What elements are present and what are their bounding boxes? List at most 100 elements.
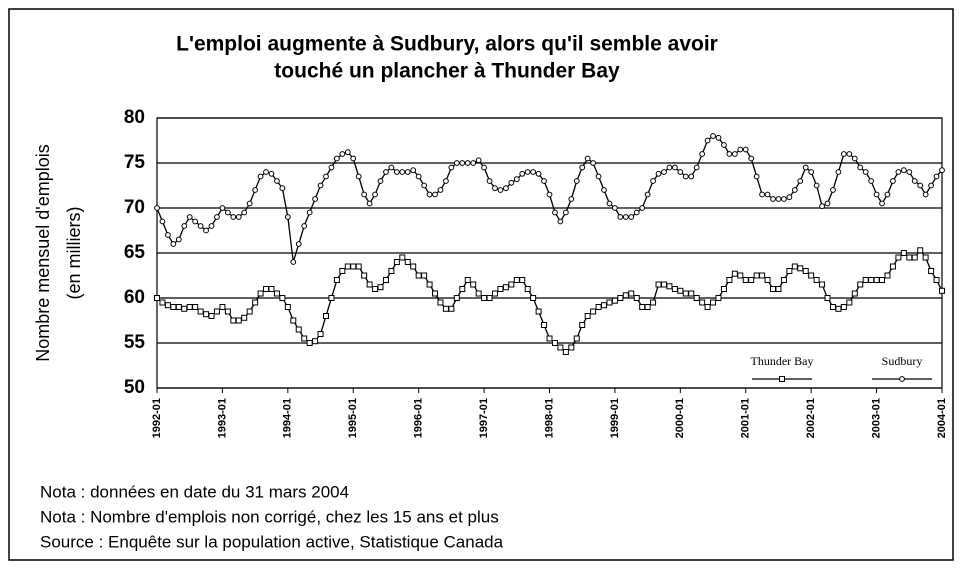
marker — [562, 209, 569, 216]
marker — [677, 169, 684, 175]
marker — [835, 169, 842, 175]
marker — [246, 200, 253, 207]
marker — [770, 196, 776, 202]
marker — [813, 182, 820, 189]
y-tick-label: 80 — [124, 107, 145, 128]
marker — [846, 299, 853, 306]
note: Source : Enquête sur la population activ… — [40, 532, 504, 551]
marker — [857, 164, 864, 171]
marker — [246, 308, 253, 315]
marker — [415, 272, 422, 279]
marker — [824, 200, 831, 207]
marker — [224, 209, 231, 216]
marker — [770, 286, 777, 292]
marker — [306, 340, 313, 346]
marker — [339, 268, 346, 274]
marker — [764, 191, 771, 198]
legend-label: Sudbury — [882, 354, 923, 368]
marker — [213, 308, 220, 315]
marker — [366, 200, 373, 207]
marker — [388, 164, 395, 171]
marker — [535, 308, 542, 315]
marker — [922, 191, 929, 198]
marker — [268, 170, 275, 177]
marker — [361, 191, 368, 198]
marker — [644, 304, 651, 310]
marker — [175, 236, 182, 243]
marker — [274, 178, 280, 184]
marker — [372, 286, 379, 292]
marker — [900, 250, 907, 256]
marker — [922, 254, 929, 261]
marker — [410, 167, 417, 174]
marker — [682, 173, 689, 180]
marker — [453, 295, 460, 301]
marker — [284, 304, 291, 310]
marker — [328, 164, 335, 171]
marker — [693, 295, 700, 301]
marker — [322, 313, 329, 319]
marker — [513, 176, 520, 183]
marker — [835, 305, 842, 312]
marker — [410, 263, 417, 270]
marker — [742, 277, 749, 283]
marker — [829, 304, 836, 310]
marker — [192, 218, 199, 225]
marker — [502, 284, 509, 291]
marker — [350, 155, 357, 162]
marker — [584, 155, 591, 162]
marker — [682, 290, 689, 297]
marker — [775, 196, 782, 202]
marker — [344, 149, 351, 156]
marker — [890, 178, 896, 184]
note: Nota : Nombre d'emplois non corrigé, che… — [40, 507, 499, 526]
marker — [159, 218, 166, 225]
x-tick-label: 1994-01 — [282, 398, 294, 438]
marker — [214, 214, 220, 220]
marker — [650, 178, 656, 184]
marker — [628, 214, 635, 220]
marker — [557, 218, 564, 225]
x-tick-label: 2000-01 — [674, 398, 686, 438]
marker — [344, 263, 351, 270]
x-tick-label: 1993-01 — [216, 398, 228, 438]
x-tick-label: 1996-01 — [413, 398, 425, 438]
marker — [535, 170, 542, 177]
marker — [519, 170, 526, 177]
marker — [710, 133, 716, 139]
marker — [748, 277, 755, 283]
marker — [486, 178, 493, 184]
marker — [753, 272, 760, 279]
marker — [448, 305, 455, 312]
marker — [819, 281, 826, 288]
marker — [437, 187, 444, 193]
y-axis-label: Nombre mensuel d'emplois — [33, 144, 53, 362]
marker — [442, 305, 449, 312]
marker — [617, 214, 624, 220]
marker — [377, 284, 384, 291]
chart-title: touché un plancher à Thunder Bay — [274, 60, 620, 83]
marker — [252, 299, 259, 306]
marker — [791, 263, 798, 270]
marker — [382, 277, 389, 283]
marker — [263, 169, 269, 175]
marker — [415, 173, 422, 180]
marker — [421, 272, 428, 279]
marker — [530, 295, 537, 301]
marker — [393, 169, 400, 175]
marker — [813, 277, 820, 283]
marker — [622, 292, 629, 299]
marker — [530, 169, 537, 175]
marker — [824, 295, 831, 301]
marker — [219, 205, 226, 211]
marker — [661, 169, 667, 175]
marker — [492, 185, 498, 192]
marker — [568, 344, 575, 351]
marker — [350, 263, 357, 270]
marker — [791, 187, 798, 193]
marker — [192, 304, 199, 310]
marker — [399, 254, 406, 261]
marker — [693, 164, 700, 171]
marker — [911, 178, 918, 184]
